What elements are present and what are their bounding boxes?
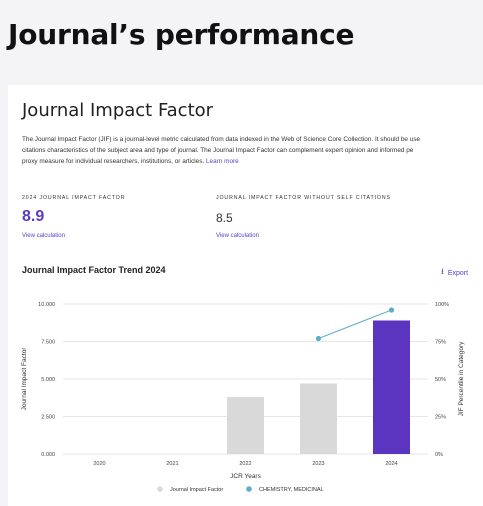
description-line-2: citations characteristics of the subject… — [22, 147, 414, 154]
x-tick-label: 2023 — [312, 461, 324, 467]
bar-2023 — [300, 383, 337, 454]
y-tick-label: 10.000 — [38, 302, 55, 308]
y-tick-label: 0.000 — [41, 452, 55, 458]
x-tick-label: 2020 — [93, 461, 105, 467]
x-axis-label: JCR Years — [230, 473, 261, 480]
percentile-point — [388, 307, 395, 313]
y-tick-label: 2.500 — [41, 415, 55, 421]
download-icon: ⭳ — [441, 267, 444, 276]
jif-2024-value: 8.9 — [22, 208, 45, 225]
y2-tick-label: 50% — [435, 377, 446, 383]
page-title: Journal’s performance — [8, 18, 355, 51]
y2-tick-label: 0% — [435, 452, 443, 458]
legend-swatch-category — [246, 486, 252, 492]
y-tick-label: 5.000 — [41, 377, 55, 383]
legend-label-category: CHEMISTRY, MEDICINAL — [259, 487, 324, 493]
jif-card: Journal Impact Factor The Journal Impact… — [8, 85, 483, 506]
legend-label-jif: Journal Impact Factor — [170, 487, 223, 493]
percentile-line — [318, 309, 392, 339]
y-tick-label: 7.500 — [41, 340, 55, 346]
trend-chart: 0.000 2.500 5.000 7.500 10.000 0% 25% 50% 75% 100… — [21, 302, 465, 493]
bar-2024 — [373, 320, 410, 454]
x-tick-label: 2022 — [239, 461, 251, 467]
x-tick-label: 2021 — [166, 461, 178, 467]
percentile-point — [315, 335, 322, 342]
jif-description: The Journal Impact Factor (JIF) is a jou… — [22, 134, 483, 167]
export-button[interactable]: ⭳ Export — [441, 266, 468, 280]
y2-tick-label: 75% — [435, 340, 446, 346]
export-label: Export — [447, 269, 469, 277]
learn-more-link[interactable]: Learn more — [206, 158, 239, 165]
jif-no-self-label: JOURNAL IMPACT FACTOR WITHOUT SELF CITAT… — [216, 195, 391, 201]
jif-2024-label: 2024 JOURNAL IMPACT FACTOR — [22, 195, 126, 201]
description-line-1: The Journal Impact Factor (JIF) is a jou… — [22, 136, 421, 143]
y2-axis-label: JIF Percentile in Category — [458, 341, 465, 417]
view-calculation-link-jif[interactable]: View calculation — [22, 233, 65, 239]
y2-tick-label: 25% — [435, 415, 446, 421]
trend-title: Journal Impact Factor Trend 2024 — [22, 265, 166, 275]
jif-no-self-value: 8.5 — [216, 211, 233, 225]
y2-tick-label: 100% — [435, 302, 449, 308]
view-calculation-link-no-self[interactable]: View calculation — [216, 233, 259, 239]
description-line-3: proxy measure for individual researchers… — [22, 158, 205, 165]
bar-2022 — [227, 397, 264, 454]
x-tick-label: 2024 — [385, 461, 397, 467]
card-title: Journal Impact Factor — [22, 100, 214, 121]
y-axis-label: Journal Impact Factor — [21, 347, 28, 411]
legend-swatch-jif — [157, 486, 163, 492]
